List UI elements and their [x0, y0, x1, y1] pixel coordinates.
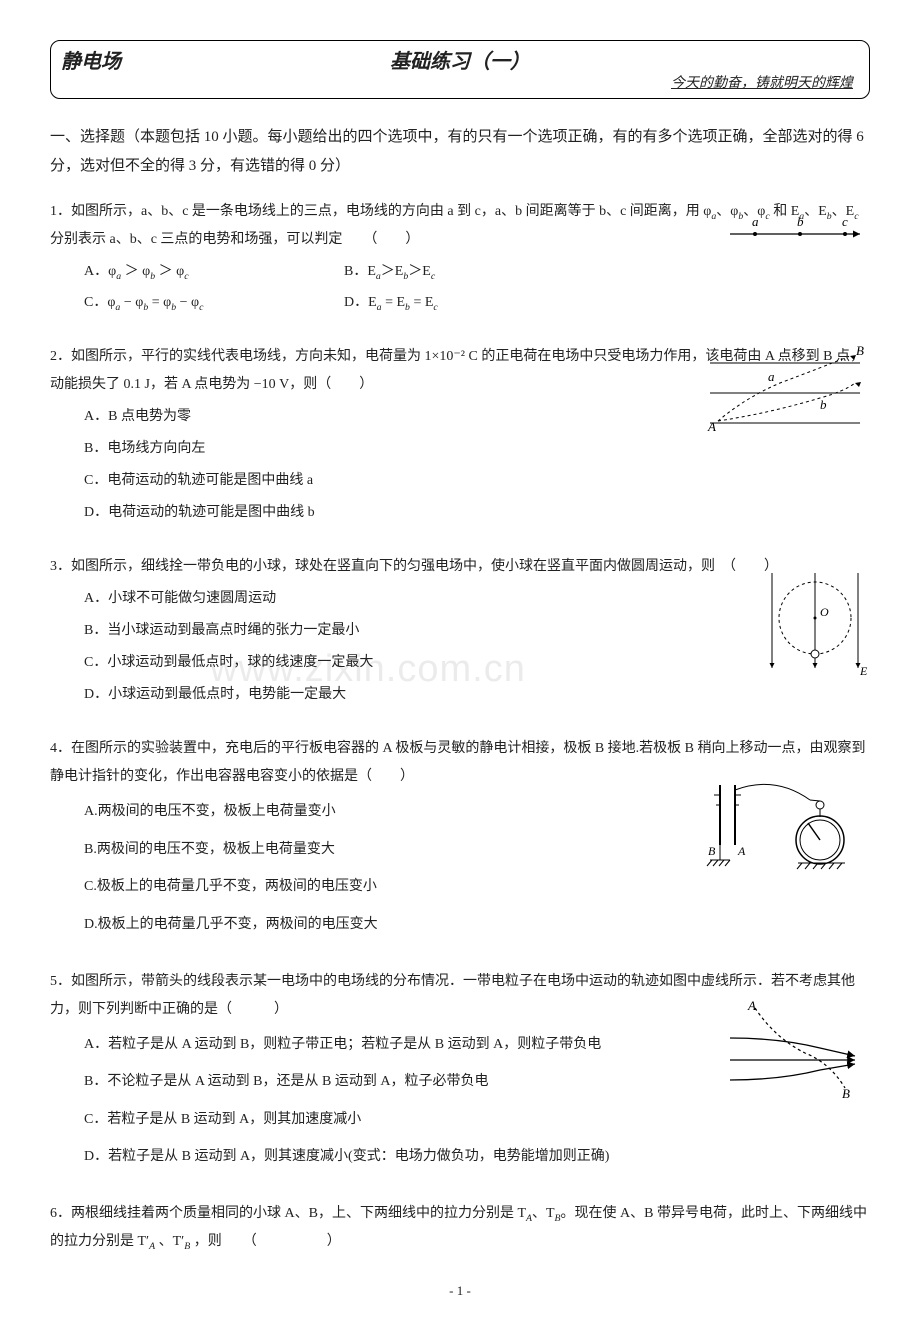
q6-t5: ，则 （ ）: [190, 1234, 341, 1249]
q4-label-B: B: [708, 844, 716, 858]
q3-label-O: O: [820, 605, 829, 619]
q3-label-E: E: [859, 664, 868, 678]
question-5: A B 5．如图所示，带箭头的线段表示某一电场中的电场线的分布情况．一带电粒子在…: [50, 968, 870, 1174]
q1-optB: B．Ea＞Eb＞Ec: [344, 258, 604, 286]
q1-label-c: c: [842, 214, 848, 229]
q1-optC: C．φa − φb = φb − φc: [84, 289, 344, 317]
q6-stem: 6．两根细线挂着两个质量相同的小球 A、B，上、下两细线中的拉力分别是 TA、T…: [50, 1200, 870, 1257]
q6-t1: 6．两根细线挂着两个质量相同的小球 A、B，上、下两细线中的拉力分别是 T: [50, 1206, 526, 1221]
q5-optA: A．若粒子是从 A 运动到 B，则粒子带正电；若粒子是从 B 运动到 A，则粒子…: [84, 1028, 644, 1062]
q1-options: A．φa ＞ φb ＞ φc B．Ea＞Eb＞Ec C．φa − φb = φb…: [50, 258, 870, 317]
section-intro: 一、选择题（本题包括 10 小题。每小题给出的四个选项中，有的只有一个选项正确，…: [50, 123, 870, 180]
q6-t2: 、T: [532, 1206, 555, 1221]
header-motto: 今天的勤奋，铸就明天的辉煌: [61, 72, 859, 92]
question-1: a b c 1．如图所示，a、b、c 是一条电场线上的三点，电场线的方向由 a …: [50, 198, 870, 317]
question-4: B A 4．在图所示的实验装置中，充电后的平行板电容器的 A 极板与灵敏的静电计…: [50, 735, 870, 941]
q1-optA: A．φa ＞ φb ＞ φc: [84, 258, 344, 286]
question-6: 6．两根细线挂着两个质量相同的小球 A、B，上、下两细线中的拉力分别是 TA、T…: [50, 1200, 870, 1257]
page-number: - 1 -: [50, 1283, 870, 1299]
header-title: 基础练习（一）: [261, 45, 659, 74]
q3-options: A．小球不可能做匀速圆周运动 B．当小球运动到最高点时绳的张力一定最小 C．小球…: [50, 585, 870, 709]
header-box: 静电场 基础练习（一） 今天的勤奋，铸就明天的辉煌: [50, 40, 870, 99]
q3-optB: B．当小球运动到最高点时绳的张力一定最小: [84, 617, 870, 645]
q3-optD: D．小球运动到最低点时，电势能一定最大: [84, 681, 870, 709]
q2-label-B: B: [856, 343, 864, 358]
q3-optA: A．小球不可能做匀速圆周运动: [84, 585, 870, 613]
q5-figure: A B: [720, 998, 870, 1119]
header-top: 静电场 基础练习（一）: [61, 45, 859, 74]
q2-label-a: a: [768, 369, 775, 384]
q5-label-B: B: [842, 1086, 850, 1101]
q4-label-A: A: [737, 844, 746, 858]
q1-label-a: a: [752, 214, 759, 229]
question-3: www.zixin.com.cn O E 3．如图所示，细线拴一带负电的小球，球…: [50, 553, 870, 709]
q2-optC: C．电荷运动的轨迹可能是图中曲线 a: [84, 467, 870, 495]
q1-label-b: b: [797, 214, 804, 229]
q3-optC: C．小球运动到最低点时，球的线速度一定最大: [84, 649, 870, 677]
header-subject: 静电场: [61, 45, 261, 74]
q3-stem: 3．如图所示，细线拴一带负电的小球，球处在竖直向下的匀强电场中，使小球在竖直平面…: [50, 553, 870, 581]
q2-optD: D．电荷运动的轨迹可能是图中曲线 b: [84, 499, 870, 527]
question-2: A B a b 2．如图所示，平行的实线代表电场线，方向未知，电荷量为 1×10…: [50, 343, 870, 527]
q2-figure: A B a b: [700, 343, 870, 444]
q2-label-b: b: [820, 397, 827, 412]
q5-label-A: A: [747, 998, 756, 1013]
q5-optD: D．若粒子是从 B 运动到 A，则其速度减小(变式：电场力做负功，电势能增加则正…: [84, 1140, 870, 1174]
q1-t1: 1．如图所示，a、b、c 是一条电场线上的三点，电场线的方向由 a 到 c，a、…: [50, 204, 711, 219]
q4-optD: D.极板上的电荷量几乎不变，两极间的电压变大: [84, 908, 870, 942]
q1-optD: D．Ea = Eb = Ec: [344, 289, 604, 317]
q1-figure: a b c: [720, 212, 870, 259]
q4-figure: B A: [690, 765, 870, 886]
q2-label-A: A: [707, 419, 716, 433]
q1-t7: 分别表示 a、b、c 三点的电势和场强，可以判定 （ ）: [50, 232, 419, 247]
q3-figure: O E: [760, 563, 870, 694]
q6-t4: 、T′: [155, 1234, 184, 1249]
